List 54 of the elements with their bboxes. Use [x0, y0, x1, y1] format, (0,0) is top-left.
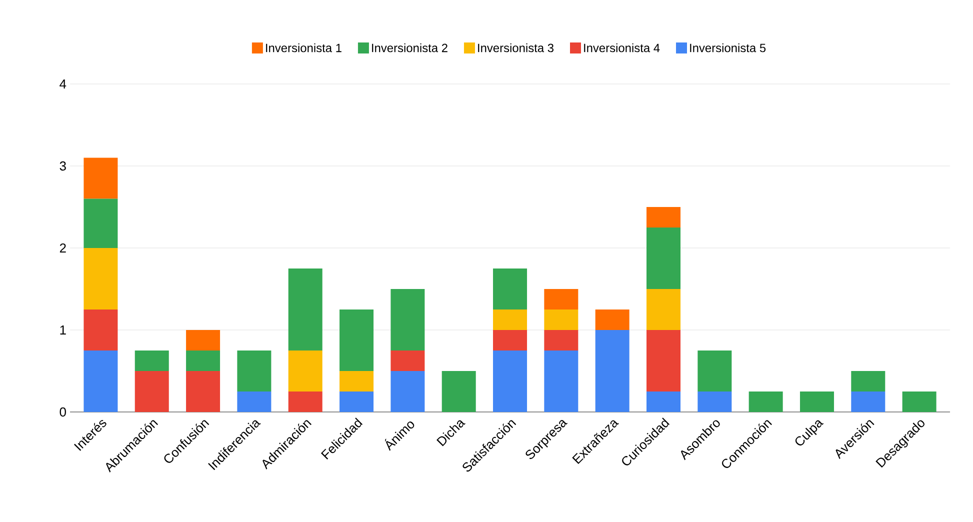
- bar: [698, 391, 732, 412]
- bar: [544, 288, 578, 310]
- bar: [84, 248, 118, 310]
- bar: [390, 350, 425, 371]
- bar: [544, 350, 578, 412]
- bar: [493, 268, 528, 310]
- bar: [84, 198, 118, 248]
- legend-label: Inversionista 2: [372, 43, 448, 52]
- bar: [646, 330, 680, 392]
- bar: [595, 309, 630, 330]
- bar: [646, 227, 680, 289]
- bar: [800, 391, 834, 412]
- bar: [84, 158, 118, 199]
- bar: [595, 330, 630, 412]
- legend-label: Inversionista 3: [478, 43, 554, 52]
- bar: [186, 330, 220, 350]
- bar: [442, 370, 476, 412]
- bar: [544, 309, 578, 330]
- bar: [646, 206, 680, 228]
- bar: [84, 309, 118, 350]
- legend-label: Inversionista 1: [266, 43, 342, 52]
- y-tick-label: 3: [60, 161, 66, 171]
- bar: [340, 370, 374, 392]
- y-tick-label: 0: [60, 407, 66, 417]
- legend-label: Inversionista 5: [690, 43, 766, 52]
- bar: [544, 330, 578, 350]
- bar: [646, 288, 680, 330]
- legend-label: Inversionista 4: [584, 43, 660, 52]
- bar: [851, 370, 886, 392]
- y-tick-label: 2: [60, 243, 66, 253]
- bar: [698, 350, 732, 392]
- bar: [186, 350, 220, 371]
- bar: [646, 391, 680, 412]
- bar: [851, 391, 886, 412]
- bar: [288, 350, 322, 392]
- bar: [902, 391, 936, 412]
- y-tick-label: 1: [60, 326, 66, 334]
- bar: [134, 370, 169, 412]
- bar: [84, 350, 118, 412]
- bar: [493, 350, 528, 412]
- bar: [748, 391, 783, 412]
- bar: [493, 330, 528, 350]
- bar: [340, 309, 374, 371]
- bar: [493, 309, 528, 330]
- bar: [186, 370, 220, 412]
- y-tick-label: 4: [60, 80, 66, 88]
- bar: [288, 268, 322, 350]
- bar: [237, 350, 272, 392]
- bar: [134, 350, 169, 371]
- bar: [390, 288, 425, 350]
- bar: [288, 391, 322, 412]
- bar: [340, 391, 374, 412]
- bar: [237, 391, 272, 412]
- bar: [390, 370, 425, 412]
